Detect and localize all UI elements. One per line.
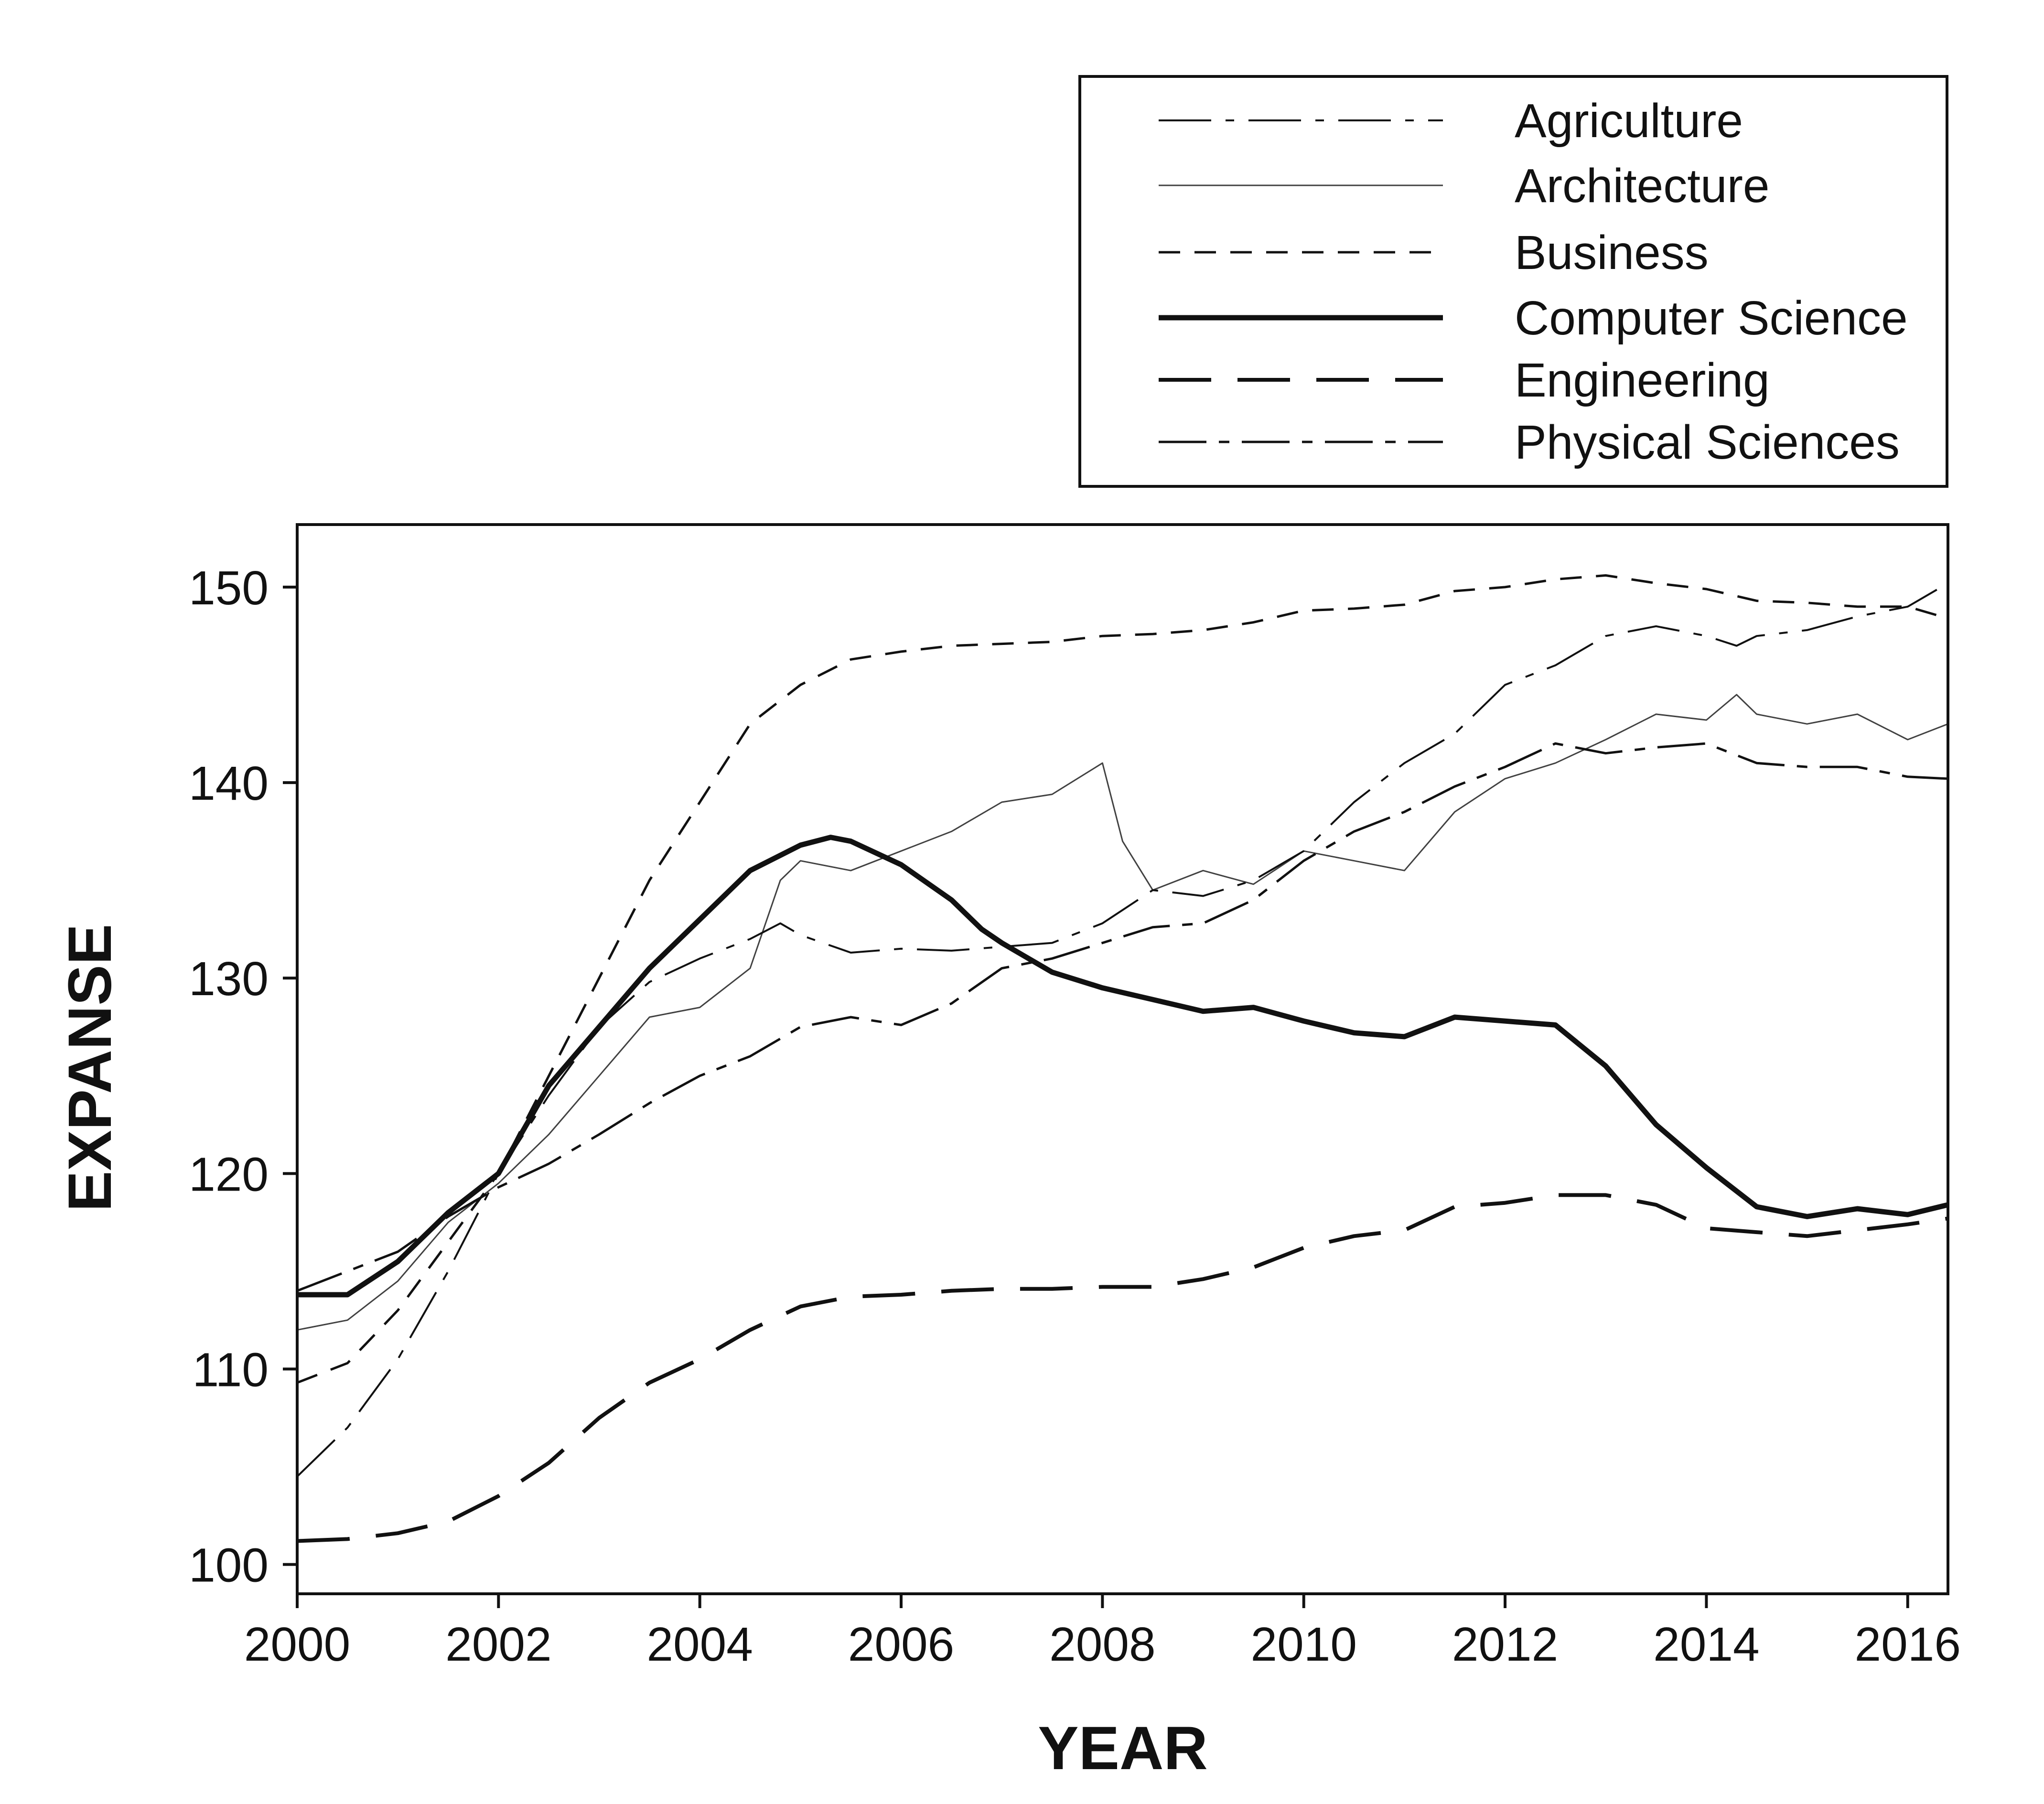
x-tick-label-2012: 2012 xyxy=(1452,1618,1558,1671)
legend-label-architecture: Architecture xyxy=(1515,159,1770,213)
x-tick-label-2014: 2014 xyxy=(1653,1618,1759,1671)
y-tick-label-150: 150 xyxy=(189,561,269,615)
legend-label-physical-sciences: Physical Sciences xyxy=(1515,416,1900,469)
x-tick-label-2000: 2000 xyxy=(244,1618,350,1671)
y-tick-label-130: 130 xyxy=(189,952,269,1006)
axes-layer: 2000 2002 2004 2006 2008 2010 2012 2014 2016 100 1… xyxy=(189,561,1961,1671)
x-tick-label-2010: 2010 xyxy=(1250,1618,1356,1671)
series-line-architecture xyxy=(297,694,1948,1331)
y-tick-label-120: 120 xyxy=(189,1148,269,1201)
series-line-physical-sciences xyxy=(297,742,1948,1292)
y-tick-label-140: 140 xyxy=(189,757,269,810)
y-tick-label-110: 110 xyxy=(193,1343,269,1396)
y-axis-title: EXPANSE xyxy=(56,924,124,1212)
y-tick-label-100: 100 xyxy=(189,1539,269,1592)
series-line-computer-science xyxy=(297,835,1949,1298)
x-tick-label-2008: 2008 xyxy=(1049,1618,1155,1671)
legend-label-agriculture: Agriculture xyxy=(1515,94,1743,148)
series-line-agriculture xyxy=(296,582,1949,1477)
legend-frame xyxy=(1078,75,1948,488)
legend-label-computer-science: Computer Science xyxy=(1515,291,1908,345)
series-line-engineering xyxy=(297,1193,1948,1543)
x-tick-label-2002: 2002 xyxy=(445,1618,551,1671)
x-tick-label-2016: 2016 xyxy=(1854,1618,1960,1671)
series-layer xyxy=(296,574,1949,1543)
x-axis-title: YEAR xyxy=(1038,1714,1208,1783)
x-tick-label-2004: 2004 xyxy=(646,1618,753,1671)
legend: Agriculture Architecture Business Computer … xyxy=(1078,75,1948,488)
legend-label-business: Business xyxy=(1515,226,1709,279)
series-line-business xyxy=(297,574,1948,1384)
x-tick-label-2006: 2006 xyxy=(848,1618,954,1671)
plot-frame xyxy=(296,523,1949,1595)
legend-label-engineering: Engineering xyxy=(1515,354,1770,407)
